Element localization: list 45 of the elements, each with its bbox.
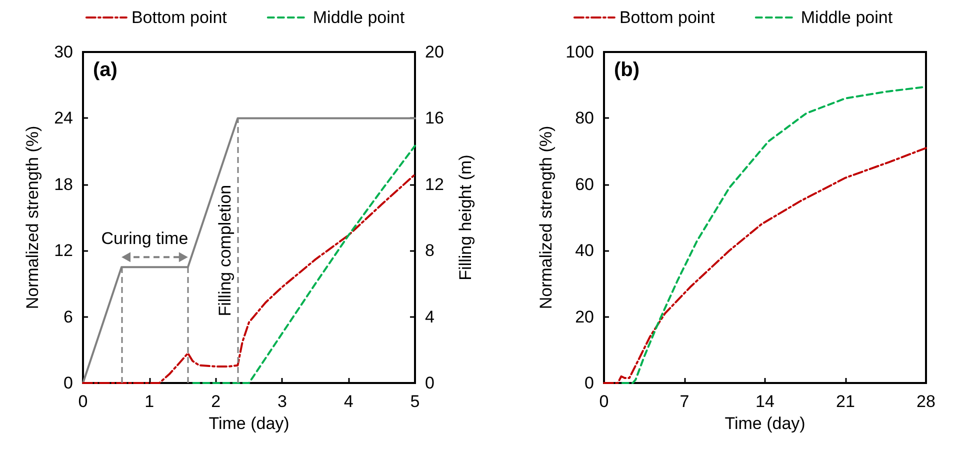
ref-line-label: Filling completion (216, 184, 235, 316)
x-tick-label: 2 (211, 392, 221, 411)
y2-tick-label: 0 (425, 374, 434, 392)
annotation: (a) (93, 59, 118, 81)
y2-tick-label: 16 (425, 108, 444, 128)
legend-label: Bottom point (619, 8, 716, 27)
x-tick-label: 0 (78, 392, 88, 411)
x-tick-label: 7 (680, 392, 690, 411)
line-series (82, 173, 416, 384)
x-tick-label: 14 (756, 392, 774, 411)
y-tick-label: 18 (54, 174, 73, 194)
y-tick-label: 30 (54, 42, 73, 62)
y-tick-label: 20 (575, 307, 594, 326)
y-tick-label: 0 (584, 374, 594, 392)
y-tick-label: 6 (64, 307, 73, 326)
y-tick-label: 60 (575, 174, 594, 194)
x-tick-label: 21 (836, 392, 855, 411)
x-tick-label: 0 (599, 392, 609, 411)
line-series (603, 146, 927, 384)
x-tick-label: 5 (410, 392, 420, 411)
y-tick-label: 40 (575, 241, 594, 260)
y-tick-label: 12 (54, 241, 73, 260)
x-tick-label: 4 (344, 392, 354, 411)
legend-label: Middle point (312, 8, 405, 27)
line-series (192, 144, 416, 384)
annotation: Curing time (101, 229, 188, 248)
y2-tick-label: 12 (425, 174, 444, 194)
y-axis-title: Normalized strength (%) (536, 126, 556, 310)
y2-tick-label: 20 (425, 42, 444, 62)
y2-tick-label: 4 (425, 307, 434, 326)
y-tick-label: 0 (64, 374, 73, 392)
y2-tick-label: 8 (425, 241, 434, 260)
legend-label: Bottom point (131, 8, 228, 27)
y-tick-label: 80 (575, 108, 594, 128)
x-tick-label: 1 (144, 392, 154, 411)
y-tick-label: 24 (54, 108, 73, 128)
x-axis-title: Time (day) (724, 414, 806, 433)
x-tick-label: 28 (916, 392, 936, 411)
y-axis-title: Normalized strength (%) (23, 126, 42, 310)
legend-label: Middle point (800, 8, 893, 27)
y-tick-label: 100 (566, 42, 594, 62)
annotation: (b) (614, 59, 640, 81)
y2-axis-title: Filling height (m) (456, 154, 475, 280)
x-tick-label: 3 (277, 392, 287, 411)
x-axis-title: Time (day) (208, 414, 290, 433)
